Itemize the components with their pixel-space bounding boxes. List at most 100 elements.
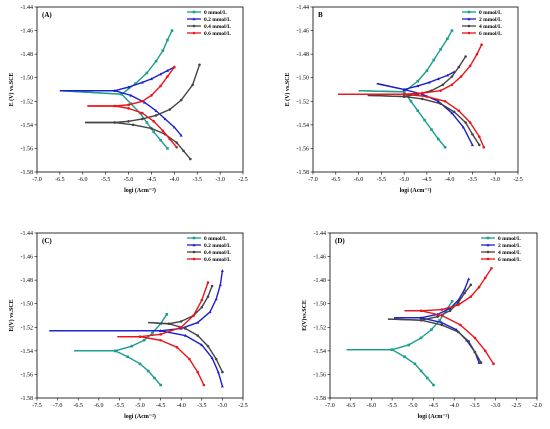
data-point — [216, 370, 220, 374]
data-point — [475, 52, 479, 56]
cathodic-branch-line — [148, 321, 224, 373]
data-point — [159, 72, 163, 76]
data-point — [477, 361, 481, 364]
legend-label: 2 mmol/L — [498, 243, 521, 249]
cathodic-branch-line — [59, 89, 169, 149]
anodic-branch-line — [376, 71, 455, 91]
anodic-branch-line — [358, 30, 453, 93]
data-point — [439, 89, 442, 92]
x-tick-label: -4.5 — [422, 177, 432, 183]
data-point — [419, 316, 423, 320]
data-point — [166, 147, 169, 150]
legend-marker — [467, 31, 471, 35]
data-point — [214, 357, 218, 361]
data-point — [419, 318, 423, 322]
data-point — [480, 43, 483, 47]
data-point — [206, 344, 210, 348]
y-tick-label: -1.56 — [21, 372, 34, 378]
series-1 — [74, 313, 169, 387]
anodic-branch-line — [346, 300, 453, 351]
data-point — [159, 84, 162, 88]
cathodic-branch-line — [87, 105, 178, 148]
data-point — [390, 348, 394, 351]
data-point — [140, 117, 144, 121]
data-point — [175, 145, 178, 149]
data-point — [179, 325, 183, 329]
y-tick-label: -1.58 — [21, 170, 34, 176]
data-point — [402, 92, 406, 96]
data-point — [179, 133, 183, 137]
x-tick-label: -5.0 — [408, 403, 418, 409]
data-point — [172, 125, 176, 129]
data-point — [439, 102, 442, 105]
panel-2: -7.0 -6.5 -6.0 -5.5 -5.0 -4.5 -4.0 -3.5 -3.0 -2.5… — [284, 5, 523, 194]
x-tick-label: -2.0 — [532, 403, 542, 409]
anodic-branch-line — [404, 267, 493, 312]
x-tick-label: -4.5 — [156, 403, 166, 409]
data-point — [464, 121, 467, 124]
data-point — [403, 355, 406, 359]
legend-marker — [486, 250, 490, 254]
legend-label: 0 mmol/L — [479, 10, 502, 16]
panel-label: (C) — [42, 237, 52, 245]
data-point — [189, 157, 192, 161]
data-point — [457, 301, 460, 304]
data-point — [450, 83, 454, 87]
data-point — [200, 298, 204, 302]
x-tick-label: -2.5 — [513, 177, 523, 183]
series-1 — [346, 300, 454, 387]
data-point — [140, 111, 144, 115]
anodic-branch-line — [49, 270, 224, 332]
data-point — [479, 361, 483, 364]
data-point — [467, 277, 471, 281]
data-point — [113, 121, 117, 124]
data-point — [130, 344, 134, 348]
y-tick-label: -1.48 — [21, 52, 34, 58]
data-point — [461, 125, 465, 129]
data-point — [183, 333, 187, 337]
y-axis-label: E (V) vs.SCE — [284, 73, 291, 107]
cathodic-branch-line — [49, 330, 224, 387]
data-point — [159, 329, 163, 333]
legend-marker — [192, 17, 196, 21]
y-tick-label: -1.56 — [21, 146, 34, 152]
data-point — [459, 323, 462, 327]
data-point — [200, 343, 204, 347]
data-point — [140, 80, 144, 84]
data-point — [409, 99, 413, 103]
anodic-branch-line — [394, 278, 470, 319]
legend-label: 0 mmol/L — [498, 236, 521, 242]
data-point — [421, 91, 424, 95]
cathodic-branch-line — [346, 348, 435, 386]
legend-label: 0 mmol/L — [204, 236, 227, 242]
legend-label: 4 mmol/L — [498, 250, 521, 256]
data-point — [467, 340, 470, 343]
data-point — [175, 141, 178, 144]
data-point — [220, 384, 224, 388]
data-point — [154, 59, 158, 63]
data-point — [208, 310, 212, 314]
x-tick-label: -7.5 — [32, 403, 42, 409]
data-point — [127, 120, 130, 123]
data-point — [196, 320, 200, 324]
data-point — [196, 334, 199, 337]
data-point — [182, 149, 185, 153]
panel-label: (A) — [42, 11, 52, 19]
legend-marker — [192, 236, 196, 240]
legend-label: 0 mmol/L — [204, 10, 227, 16]
x-tick-label: -7.0 — [308, 177, 318, 183]
data-point — [477, 285, 481, 289]
data-point — [113, 89, 117, 92]
panel-3: -7.5 -7.0 -6.5 -6.0 -5.5 -5.0 -4.5 -4.0 -3.5 -3.0… — [8, 231, 248, 420]
x-axis-label: logi (Acm⁻²) — [400, 187, 432, 194]
y-tick-label: -1.52 — [314, 325, 327, 331]
data-point — [468, 121, 472, 124]
data-point — [473, 350, 477, 354]
legend-marker — [192, 24, 196, 28]
y-tick-label: -1.46 — [297, 29, 310, 35]
y-tick-label: -1.44 — [314, 231, 327, 237]
data-point — [161, 49, 165, 52]
data-point — [198, 63, 201, 67]
data-point — [218, 283, 222, 287]
data-point — [165, 313, 169, 316]
